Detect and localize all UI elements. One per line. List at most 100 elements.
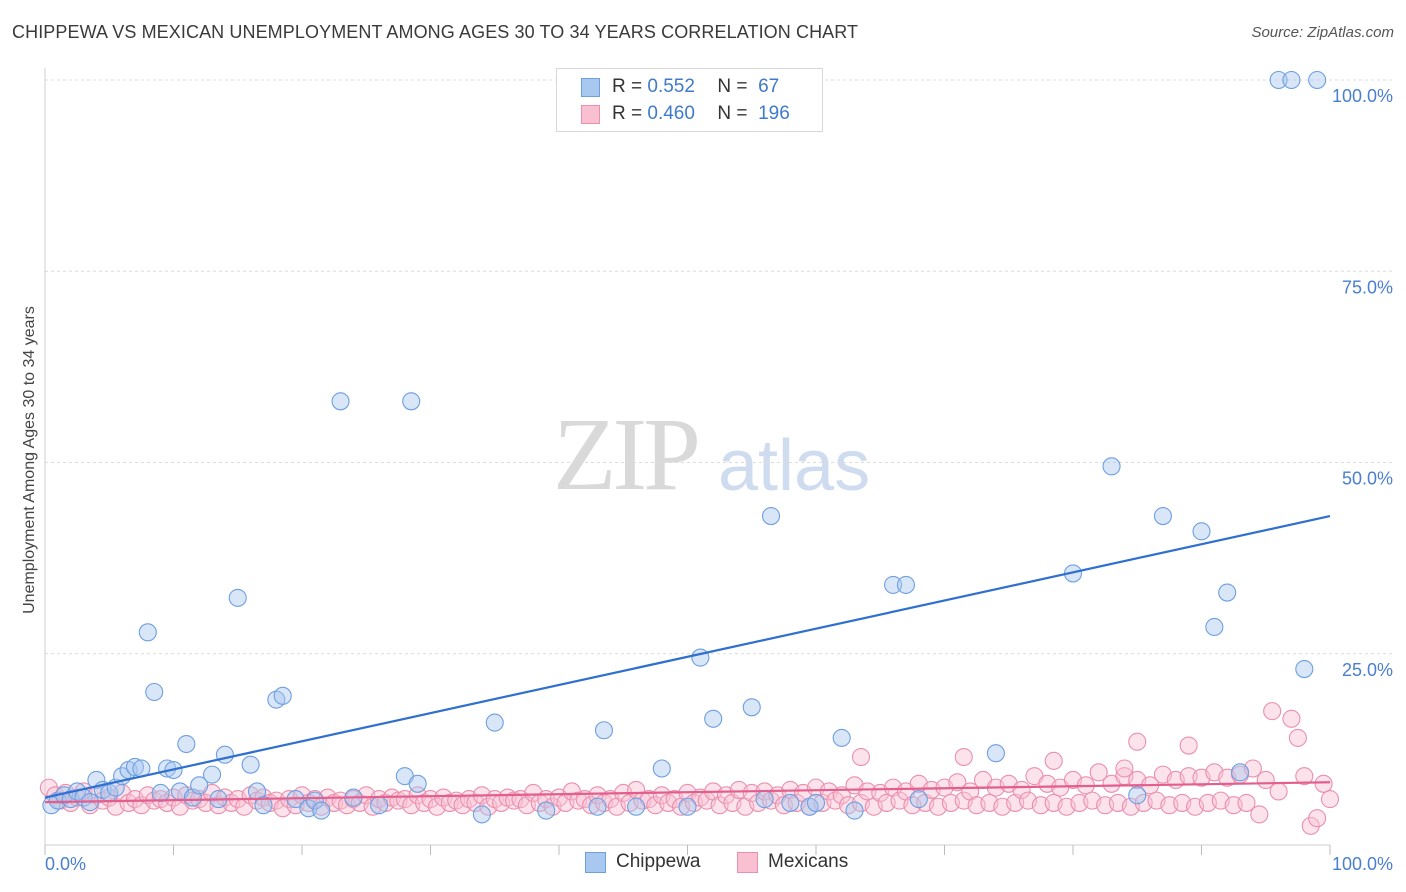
legend-n-value: 196	[758, 103, 790, 124]
data-point-chippewa	[1128, 786, 1147, 805]
data-point-chippewa	[485, 713, 504, 732]
legend-r-value: 0.460	[647, 103, 695, 124]
legend-r-label: R =	[612, 103, 643, 124]
source-label: Source: ZipAtlas.com	[1251, 24, 1394, 41]
data-point-mexicans	[1263, 702, 1282, 721]
data-point-chippewa	[1295, 659, 1314, 679]
x-tick-label: 0.0%	[45, 854, 86, 874]
data-point-chippewa	[652, 759, 671, 778]
legend-swatch-chippewa	[581, 77, 600, 97]
watermark-atlas: atlas	[718, 426, 871, 506]
data-point-chippewa	[472, 805, 491, 824]
stats-legend: R = 0.552 N = 67 R = 0.460 N = 196	[556, 68, 823, 132]
series-chippewa	[42, 70, 1327, 824]
data-point-mexicans	[1320, 790, 1340, 809]
data-point-mexicans	[1288, 728, 1307, 747]
data-point-chippewa	[254, 796, 273, 815]
data-point-mexicans	[1044, 751, 1063, 770]
data-point-chippewa	[588, 797, 607, 816]
y-tick-label: 75.0%	[1342, 277, 1393, 297]
data-point-chippewa	[331, 392, 350, 411]
data-point-chippewa	[537, 801, 556, 820]
data-point-chippewa	[627, 797, 646, 816]
data-point-chippewa	[1218, 583, 1237, 602]
data-point-chippewa	[832, 728, 851, 747]
data-point-chippewa	[241, 755, 260, 774]
data-point-chippewa	[678, 797, 697, 816]
x-tick-label: 100.0%	[1332, 854, 1393, 874]
y-tick-label: 100.0%	[1332, 86, 1393, 106]
data-point-mexicans	[832, 786, 851, 805]
y-tick-label: 50.0%	[1342, 469, 1393, 489]
data-point-mexicans	[1308, 809, 1327, 828]
data-point-mexicans	[954, 747, 973, 767]
data-point-chippewa	[1205, 617, 1224, 637]
data-point-chippewa	[190, 776, 209, 795]
bottom-legend-label-chippewa: Chippewa	[616, 851, 701, 872]
y-tick-label: 25.0%	[1342, 660, 1393, 680]
data-point-chippewa	[755, 790, 774, 809]
data-point-chippewa	[806, 793, 826, 812]
data-point-chippewa	[704, 709, 723, 728]
data-point-chippewa	[896, 575, 916, 594]
legend-swatch-mexicans	[581, 104, 600, 124]
data-point-chippewa	[1231, 763, 1250, 782]
data-point-mexicans	[1301, 816, 1320, 835]
data-point-chippewa	[1282, 70, 1301, 90]
data-point-chippewa	[1192, 522, 1211, 541]
legend-r-label: R =	[612, 76, 643, 97]
data-point-chippewa	[1269, 70, 1288, 90]
data-point-chippewa	[761, 506, 781, 526]
data-point-chippewa	[909, 790, 928, 809]
data-point-chippewa	[125, 757, 144, 777]
legend-r-value: 0.552	[647, 76, 695, 97]
data-point-chippewa	[986, 744, 1005, 763]
data-point-chippewa	[203, 765, 222, 784]
data-point-chippewa	[408, 774, 427, 793]
data-point-mexicans	[1089, 763, 1108, 782]
data-point-mexicans	[1295, 767, 1314, 786]
data-point-chippewa	[215, 745, 234, 764]
data-point-chippewa	[138, 623, 157, 642]
bottom-legend-label-mexicans: Mexicans	[768, 851, 849, 872]
chart-title: CHIPPEWA VS MEXICAN UNEMPLOYMENT AMONG A…	[12, 22, 859, 42]
data-point-chippewa	[312, 801, 331, 820]
data-point-chippewa	[1308, 70, 1327, 90]
trend-line-chippewa	[44, 514, 1331, 799]
data-point-chippewa	[742, 698, 761, 717]
data-point-chippewa	[273, 686, 292, 705]
legend-n-label: N =	[717, 103, 748, 124]
data-point-chippewa	[594, 721, 614, 740]
legend-n-value: 67	[758, 76, 780, 97]
bottom-legend-mexicans: Mexicans	[737, 851, 848, 873]
data-point-chippewa	[1102, 457, 1121, 476]
bottom-legend-swatch-chippewa	[585, 851, 606, 873]
data-point-chippewa	[402, 392, 421, 411]
data-point-chippewa	[151, 783, 170, 803]
data-point-chippewa	[845, 801, 864, 820]
data-point-chippewa	[177, 734, 196, 754]
y-axis-label: Unemployment Among Ages 30 to 34 years	[21, 306, 38, 614]
data-point-chippewa	[781, 793, 800, 812]
data-point-chippewa	[370, 796, 389, 815]
trend-line-mexicans	[44, 781, 1331, 804]
data-point-mexicans	[1282, 709, 1301, 728]
legend-row-mexicans: R = 0.460 N = 196	[581, 101, 790, 127]
data-point-chippewa	[884, 575, 903, 594]
watermark-zip: ZIP	[553, 397, 701, 512]
legend-n-label: N =	[717, 76, 748, 97]
data-point-mexicans	[851, 747, 871, 767]
data-point-chippewa	[228, 588, 247, 607]
legend-row-chippewa: R = 0.552 N = 67	[581, 74, 779, 100]
data-point-mexicans	[1128, 732, 1147, 751]
data-point-mexicans	[1314, 774, 1333, 793]
data-point-mexicans	[1237, 793, 1256, 812]
data-point-chippewa	[145, 682, 164, 702]
data-point-chippewa	[305, 791, 324, 810]
data-point-mexicans	[1179, 736, 1198, 755]
data-point-mexicans	[1115, 759, 1134, 778]
bottom-legend-swatch-mexicans	[737, 851, 758, 873]
data-point-chippewa	[87, 770, 106, 790]
bottom-legend-chippewa: Chippewa	[585, 851, 701, 873]
